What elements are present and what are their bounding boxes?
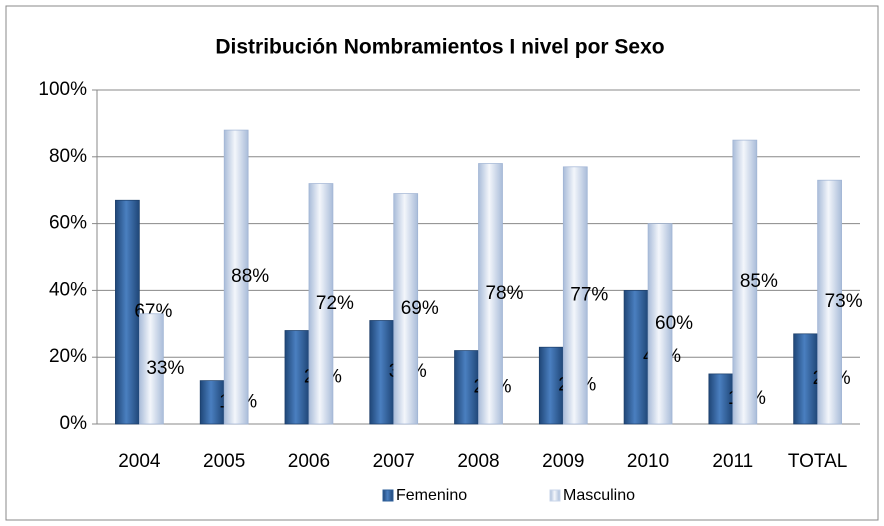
chart-title: Distribución Nombramientos I nivel por S… [215,36,664,59]
x-tick-label: 2007 [373,451,415,472]
data-label: 69% [401,298,439,319]
bar [115,199,140,425]
legend-label: Masculino [563,487,635,504]
y-tick-label: 0% [60,413,88,434]
data-label: 73% [825,291,863,312]
bar [223,129,249,425]
y-tick-label: 40% [49,279,87,300]
data-label: 72% [316,293,354,314]
data-label: 78% [485,283,523,304]
data-label: 60% [655,313,693,334]
data-label: 77% [570,284,608,305]
bar [284,330,310,425]
bar [369,320,395,425]
bar [454,350,479,425]
bar [393,193,419,425]
x-tick-label: TOTAL [788,451,847,472]
bar [817,179,842,425]
legend-swatch [549,489,561,502]
bar [308,183,334,425]
bar [562,166,588,425]
y-tick-label: 100% [38,79,87,100]
x-tick-label: 2011 [712,451,753,472]
x-tick-label: 2009 [542,451,584,472]
x-tick-label: 2004 [118,451,161,472]
x-tick-label: 2010 [627,451,669,472]
data-label: 88% [231,266,269,287]
x-tick-label: 2008 [457,451,499,472]
y-tick-label: 60% [49,213,87,234]
data-label: 85% [740,271,778,292]
y-tick-label: 80% [49,146,87,167]
bar [708,373,734,425]
y-tick-label: 20% [49,346,87,367]
bar [199,380,225,425]
bar [647,223,673,425]
bar [538,346,564,425]
x-tick-label: 2005 [203,451,245,472]
x-tick-label: 2006 [288,451,330,472]
bar [732,139,758,425]
data-label: 33% [146,358,184,379]
legend-swatch [382,489,394,502]
legend-label: Femenino [396,487,467,504]
bar [139,313,164,425]
bar [478,163,503,425]
bar [623,290,649,425]
